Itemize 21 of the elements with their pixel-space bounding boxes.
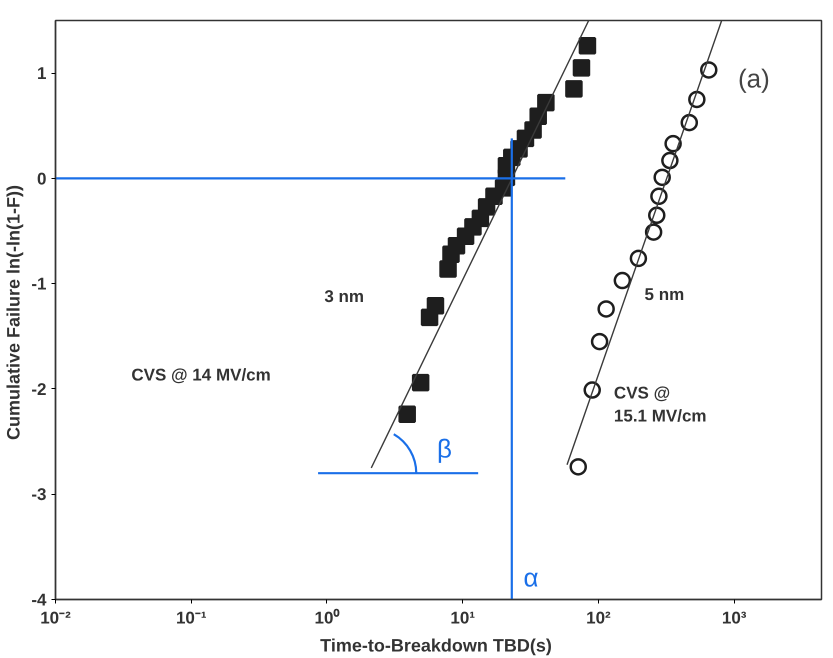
x-tick-label: 10⁰: [314, 608, 340, 628]
annotation: (a): [738, 63, 770, 94]
x-tick-label: 10⁻¹: [176, 608, 207, 628]
y-tick-label: -3: [31, 485, 47, 504]
x-tick-label: 10³: [722, 608, 747, 628]
x-axis-title: Time-to-Breakdown TBD(s): [320, 636, 552, 656]
y-axis-title: Cumulative Failure ln(-ln(1-F)): [3, 184, 24, 440]
y-tick-label: -2: [31, 380, 47, 399]
y-tick-label: -4: [31, 590, 48, 610]
x-tick-label: 10²: [586, 608, 612, 628]
annotation: 5 nm: [644, 284, 684, 304]
x-tick-label: 10¹: [450, 608, 476, 628]
y-tick-label: 1: [37, 64, 47, 84]
annotation: α: [524, 562, 539, 592]
x-tick-label: 10⁻²: [40, 608, 72, 628]
annotation: β: [436, 433, 452, 464]
annotation: CVS @ 14 MV/cm: [131, 365, 271, 384]
annotation: 3 nm: [324, 287, 364, 306]
annotation: CVS @ 15.1 MV/cm: [614, 383, 707, 426]
y-tick-label: -1: [31, 274, 47, 294]
y-tick-label: 0: [37, 169, 47, 188]
